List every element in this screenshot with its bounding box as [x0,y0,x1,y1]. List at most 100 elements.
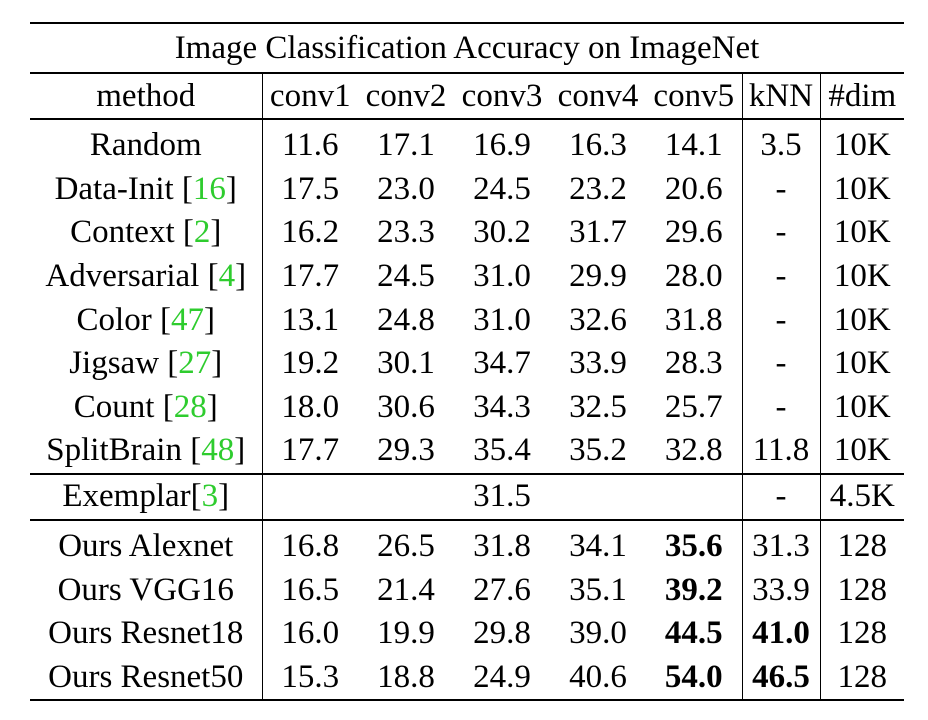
table-row: SplitBrain [48] 17.7 29.3 35.4 35.2 32.8 11.8 1… [30,429,904,475]
method-name: Ours Alexnet [58,528,234,565]
value-cell: 24.9 [454,655,550,702]
value-cell: 17.5 [281,170,340,207]
value-cell: - [742,385,821,430]
table-row: Color [47] 13.1 24.8 31.0 32.6 31.8-10K [30,298,904,342]
value-cell: 31.5 [262,473,743,521]
value-cell: 3.5 [742,119,821,168]
value-cell: 16.2 [281,214,340,251]
column-header: conv3 [454,73,550,120]
citation-link[interactable]: 4 [218,258,236,295]
column-header: kNN [742,73,821,120]
value-cell: 19.2 [281,345,340,382]
table-row-ours: Ours Resnet50 15.3 18.8 24.9 40.6 54.0 46.5 128 [30,655,904,702]
citation-link[interactable]: 3 [201,478,219,515]
closing-bracket: ] [235,258,247,295]
method-name: Context [ [70,214,194,251]
value-cell: 30.1 [377,345,435,382]
value-cell: 27.6 [473,571,531,608]
value-cell: 29.9 [569,258,627,295]
value-cell: 14.1 [646,119,743,168]
closing-bracket: ] [203,301,215,338]
value-cell: 40.6 [550,655,646,702]
value-cell: 32.6 [569,301,627,338]
column-header: conv1 [262,73,358,120]
value-cell: 32.8 [646,429,743,475]
method-cell: Count [28] [30,385,263,430]
table-row: Data-Init [16] 17.5 23.0 24.5 23.2 20.6-10K [30,167,904,212]
citation-link[interactable]: 47 [170,301,204,338]
value-cell: 29.3 [358,429,454,475]
citation-link[interactable]: 16 [192,170,226,207]
table-row: Random 11.6 17.1 16.9 16.3 14.1 3.5 10K [30,119,904,168]
value-cell: 44.5 [646,611,743,656]
method-name: Ours VGG16 [57,571,234,608]
header-row: method conv1 conv2 conv3 conv4 conv5 kNN #dim [30,73,904,120]
value-cell: 11.8 [742,429,821,475]
table-row-ours: Ours Resnet18 16.0 19.9 29.8 39.0 44.5 41.0 128 [30,611,904,656]
citation-link[interactable]: 28 [173,388,207,425]
method-cell: Ours Alexnet [30,519,263,569]
value-cell: 31.3 [742,519,821,569]
value-cell: - [742,341,821,386]
value-cell: 17.7 [281,258,340,295]
value-cell: 33.9 [569,345,627,382]
value-cell: 24.8 [377,301,435,338]
value-cell: 16.8 [281,528,340,565]
table-row-exemplar: Exemplar[3] 31.5-4.5K [30,473,904,521]
method-cell: Adversarial [4] [30,254,263,299]
value-cell: 13.1 [281,301,340,338]
value-cell: 128 [837,615,888,652]
method-name: Ours Resnet50 [48,658,244,695]
citation-link[interactable]: 27 [178,345,212,382]
closing-bracket: ] [225,170,237,207]
value-cell: 26.5 [377,528,435,565]
method-name: Count [ [73,388,174,425]
value-cell: 17.7 [262,429,358,475]
closing-bracket: ] [210,214,222,251]
value-cell: 54.0 [646,655,743,702]
table-row: Jigsaw [27] 19.2 30.1 34.7 33.9 28.3-10K [30,341,904,386]
method-name: Adversarial [ [45,258,219,295]
value-cell: 11.6 [281,127,339,164]
value-cell: 39.0 [569,615,627,652]
value-cell: 34.3 [473,388,531,425]
citation-link[interactable]: 2 [193,214,211,251]
value-cell: 10K [833,127,891,164]
value-cell: 35.2 [550,429,646,475]
column-header: conv4 [550,73,646,120]
value-cell: 35.4 [454,429,550,475]
value-cell: - [742,254,821,299]
value-cell: 21.4 [377,571,435,608]
value-cell: 31.8 [473,528,531,565]
value-cell: 10K [833,345,891,382]
value-cell: 10K [833,301,891,338]
closing-bracket: ] [206,388,218,425]
value-cell: - [742,167,821,212]
method-name: Random [89,127,202,164]
closing-bracket: ] [211,345,223,382]
value-cell: 35.1 [569,571,627,608]
value-cell: 31.0 [473,301,531,338]
table-title-row: Image Classification Accuracy on ImageNe… [30,22,904,74]
method-cell: Ours Resnet18 [30,611,263,656]
method-cell: Jigsaw [27] [30,341,263,386]
value-cell: 16.3 [569,127,627,164]
citation-link[interactable]: 48 [201,432,235,469]
value-cell: 10K [833,388,891,425]
method-name: Jigsaw [ [69,345,179,382]
table-row-ours: Ours Alexnet 16.8 26.5 31.8 34.1 35.6 31.3 128 [30,519,904,569]
table-title: Image Classification Accuracy on ImageNe… [30,22,904,74]
value-cell: 34.1 [569,528,627,565]
value-cell: 34.7 [473,345,531,382]
value-cell: 46.5 [742,655,821,702]
value-cell: 4.5K [820,473,904,521]
value-cell: 33.9 [742,568,821,612]
value-cell: 128 [820,655,904,702]
value-cell: 128 [837,528,888,565]
value-cell: 32.5 [569,388,627,425]
results-table: Image Classification Accuracy on ImageNe… [30,22,904,702]
value-cell: 18.8 [358,655,454,702]
value-cell: 16.5 [281,571,340,608]
method-name: Ours Resnet18 [48,615,244,652]
